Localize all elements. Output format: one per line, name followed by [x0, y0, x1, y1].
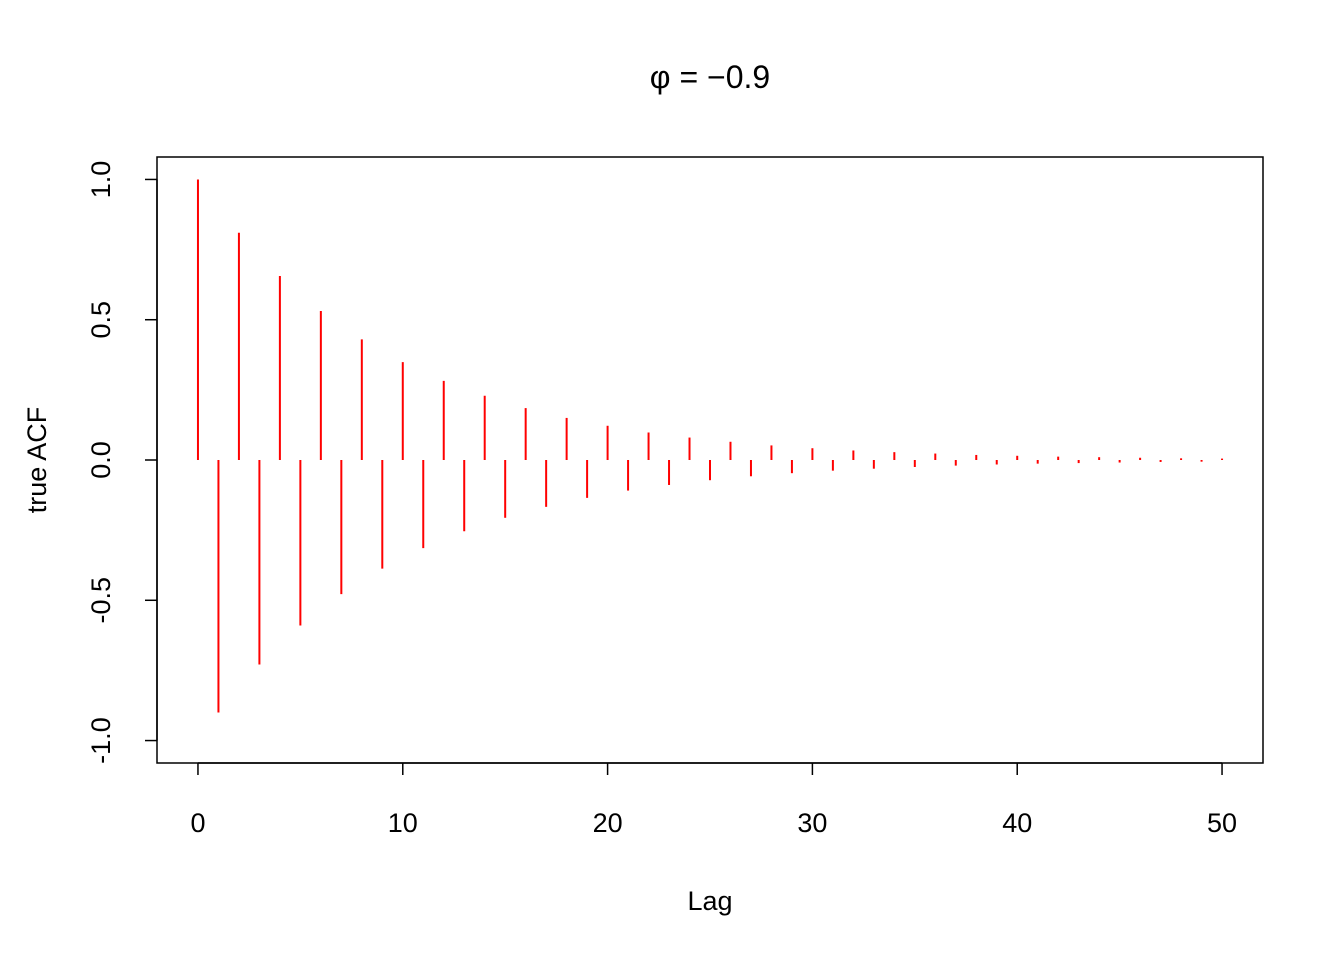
x-tick-label: 40 — [1002, 808, 1032, 838]
x-tick-label: 10 — [388, 808, 418, 838]
y-tick-label: 1.0 — [86, 161, 116, 199]
x-tick-label: 30 — [797, 808, 827, 838]
y-axis-label: true ACF — [22, 407, 52, 514]
chart-title: φ = −0.9 — [650, 59, 770, 95]
x-axis-label: Lag — [687, 886, 732, 916]
y-tick-label: 0.0 — [86, 441, 116, 479]
y-tick-label: 0.5 — [86, 301, 116, 339]
y-tick-label: -1.0 — [86, 717, 116, 764]
x-tick-label: 20 — [593, 808, 623, 838]
x-tick-label: 50 — [1207, 808, 1237, 838]
y-tick-label: -0.5 — [86, 577, 116, 624]
x-tick-label: 0 — [190, 808, 205, 838]
